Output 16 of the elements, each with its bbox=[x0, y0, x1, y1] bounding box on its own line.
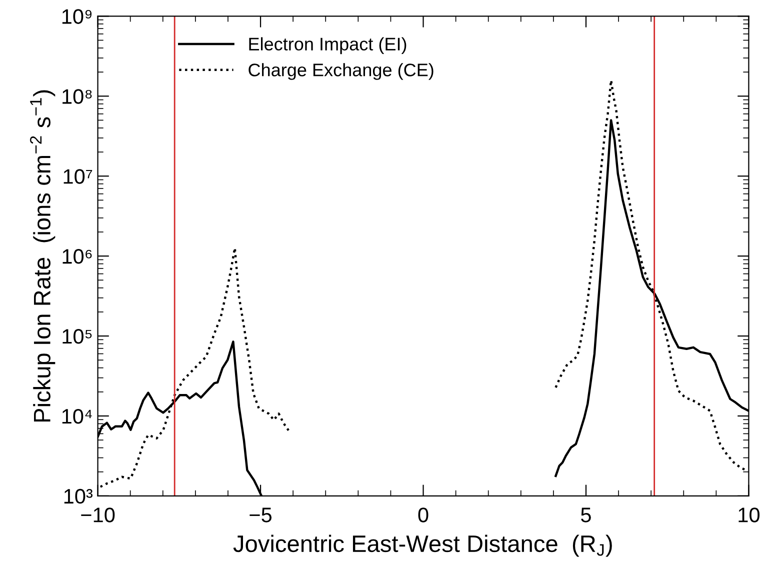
legend-label: Charge Exchange (CE) bbox=[248, 63, 434, 80]
y-tick-label: 10⁷ bbox=[64, 169, 92, 184]
x-tick-label: −5 bbox=[250, 508, 272, 522]
y-tick-label: 10⁶ bbox=[62, 249, 92, 264]
y-tick-label: 10⁴ bbox=[62, 408, 92, 424]
x-tick-label: −10 bbox=[81, 508, 115, 522]
y-axis-title: Pickup Ion Rate (ions cm$^{−2}$ s$^{−1}$) bbox=[30, 90, 56, 422]
y-tick-label: 10⁵ bbox=[62, 329, 92, 344]
x-tick-label: 0 bbox=[418, 508, 428, 522]
y-tick-label: 10⁹ bbox=[62, 9, 92, 24]
y-tick-label: 10⁸ bbox=[62, 89, 92, 104]
y-tick-label: 10³ bbox=[64, 488, 93, 504]
x-axis-title: Jovicentric East-West Distance (R$_{J}$) bbox=[233, 534, 612, 557]
x-tick-label: 5 bbox=[581, 508, 591, 522]
legend-label: Electron Impact (EI) bbox=[249, 37, 406, 54]
x-tick-label: 10 bbox=[738, 508, 760, 522]
